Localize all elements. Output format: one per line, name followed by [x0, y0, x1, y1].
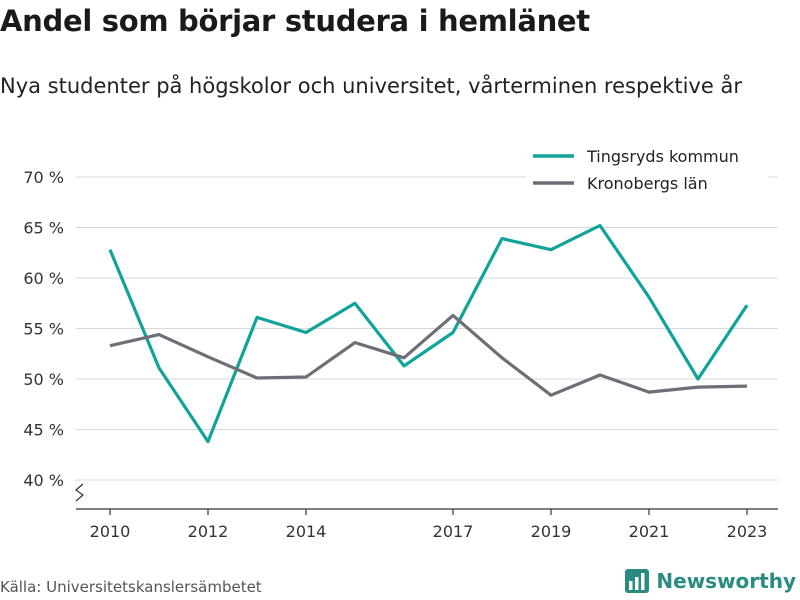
y-tick-label: 65 %: [23, 219, 64, 238]
brand-name: Newsworthy: [656, 569, 796, 593]
series-lines: [108, 223, 749, 444]
y-tick-label: 45 %: [23, 421, 64, 440]
line-chart: 40 % 45 % 50 % 55 % 60 % 65 % 70 % 2010 2012 2014…: [23, 140, 778, 541]
legend: Tingsryds kommun Kronobergs län: [526, 140, 768, 206]
y-tick-label: 70 %: [23, 168, 64, 187]
y-tick-label: 60 %: [23, 269, 64, 288]
x-tick-label: 2010: [90, 522, 131, 541]
x-tick-label: 2014: [286, 522, 327, 541]
legend-background: [526, 140, 768, 206]
x-tick-label: 2023: [727, 522, 768, 541]
x-tick-label: 2021: [629, 522, 670, 541]
axis-break-mark: [75, 483, 84, 502]
x-tick-label: 2012: [188, 522, 229, 541]
brand-logo: Newsworthy: [624, 568, 796, 594]
y-tick-label: 40 %: [23, 471, 64, 490]
y-tick-label: 50 %: [23, 370, 64, 389]
chart-title: Andel som börjar studera i hemlänet: [0, 4, 590, 38]
axes: 40 % 45 % 50 % 55 % 60 % 65 % 70 % 2010 2012 2014…: [23, 168, 778, 541]
x-tick-label: 2017: [433, 522, 474, 541]
legend-label: Kronobergs län: [587, 174, 708, 193]
source-note: Källa: Universitetskanslersämbetet: [0, 578, 262, 596]
chart-subtitle: Nya studenter på högskolor och universit…: [0, 74, 742, 98]
series-line-kronoberg: [109, 313, 748, 397]
series-line-tingsryd: [108, 223, 749, 444]
grid-lines: [76, 176, 778, 481]
y-tick-label: 55 %: [23, 320, 64, 339]
legend-label: Tingsryds kommun: [586, 147, 739, 166]
newsworthy-logo-icon: [625, 569, 650, 593]
x-tick-label: 2019: [531, 522, 572, 541]
